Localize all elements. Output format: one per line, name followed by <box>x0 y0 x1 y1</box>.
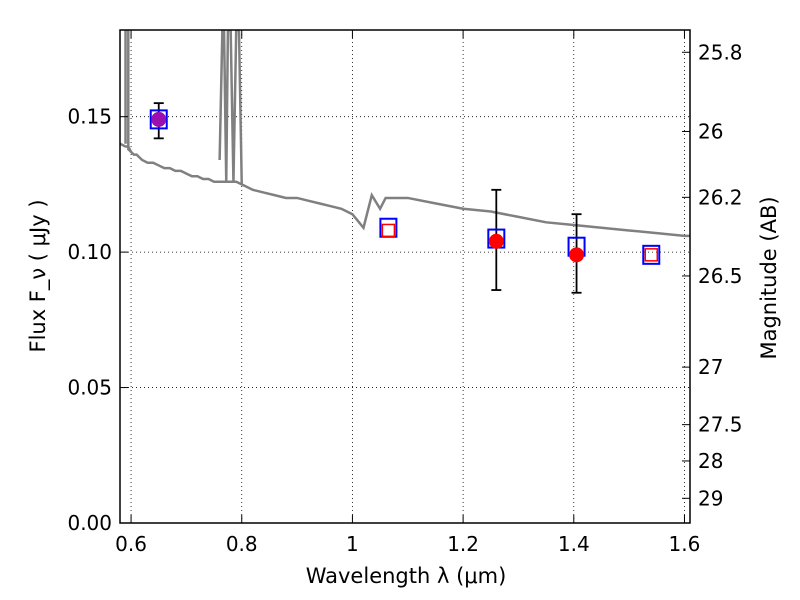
y-tick-label: 0.05 <box>67 376 112 400</box>
y2-tick-label: 27.5 <box>698 413 743 437</box>
y-axis-title: Flux F_ν ( μJy ) <box>26 199 51 352</box>
red-circle-marker <box>151 111 167 127</box>
axis-tick-labels: 0.6 0.8 1 1.2 1.4 1.6 0.00 0.05 0.10 0.15 25.8 26 26… <box>67 40 742 556</box>
spectrum-line <box>120 142 690 238</box>
blue-square-marker <box>642 244 661 265</box>
x-tick-label: 0.8 <box>226 532 258 556</box>
red-square-marker <box>644 248 659 262</box>
red-circle-marker <box>569 247 585 263</box>
y2-tick-label: 26.2 <box>698 185 743 209</box>
spectrum-spike <box>218 30 243 185</box>
model-spectrum <box>120 30 690 238</box>
y2-axis-title: Magnitude (AB) <box>757 196 781 359</box>
y2-tick-label: 26.5 <box>698 264 743 288</box>
x-tick-label: 1.4 <box>558 532 590 556</box>
y2-tick-label: 29 <box>698 486 723 510</box>
spectrum-spike <box>124 30 132 153</box>
y2-tick-label: 25.8 <box>698 40 743 64</box>
axis-ticks <box>120 30 690 524</box>
x-tick-label: 0.6 <box>115 532 147 556</box>
grid-lines <box>120 30 690 523</box>
x-tick-label: 1 <box>346 532 359 556</box>
y2-tick-label: 28 <box>698 449 723 473</box>
red-circle-marker <box>488 233 504 249</box>
y2-tick-label: 26 <box>698 119 723 143</box>
y-tick-label: 0.00 <box>67 511 112 535</box>
y-tick-label: 0.15 <box>67 105 112 129</box>
y2-tick-label: 27 <box>698 355 723 379</box>
red-square-marker <box>381 223 396 238</box>
plot-frame <box>119 29 691 524</box>
blue-square-marker <box>149 109 168 130</box>
x-tick-label: 1.2 <box>447 532 479 556</box>
y-tick-label: 0.10 <box>67 240 112 264</box>
x-axis-title: Wavelength λ (μm) <box>306 564 507 588</box>
data-points <box>149 102 661 294</box>
x-tick-label: 1.6 <box>669 532 701 556</box>
